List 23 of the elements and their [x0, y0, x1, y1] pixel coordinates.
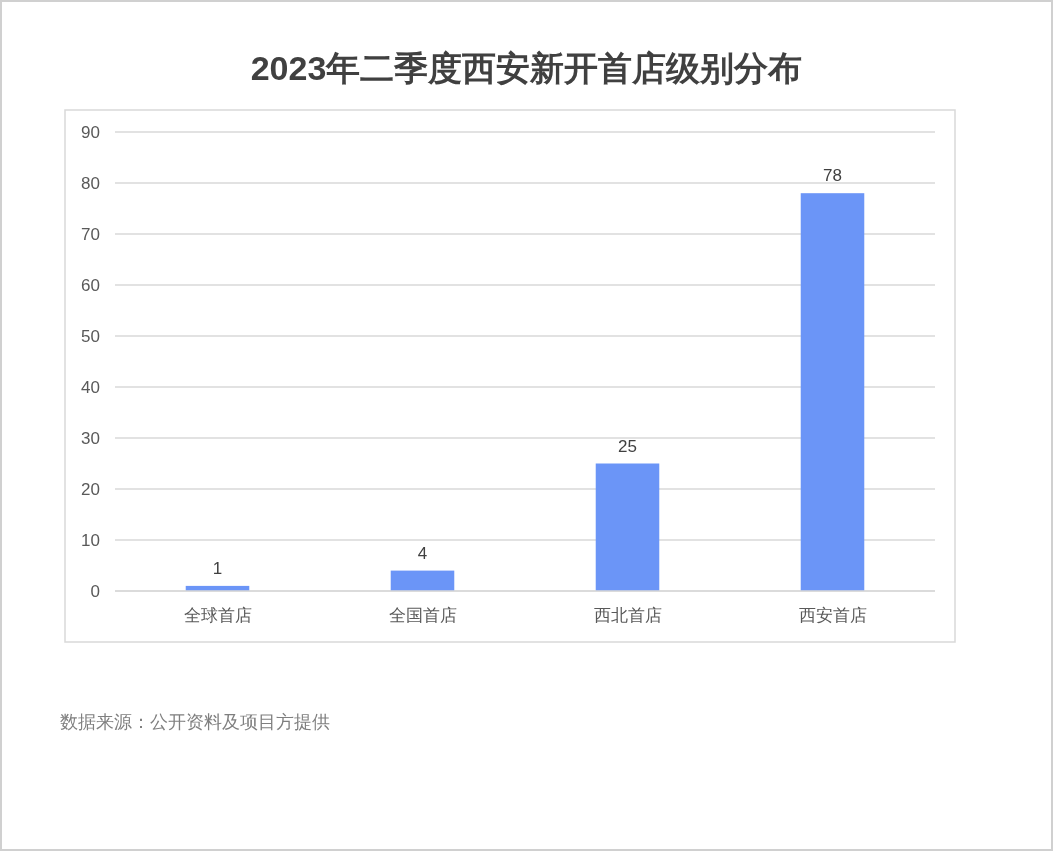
bar: [595, 463, 660, 591]
y-tick-label: 90: [81, 123, 100, 142]
x-tick-label: 全球首店: [183, 606, 252, 625]
bar: [390, 570, 455, 591]
data-label: 78: [823, 166, 842, 186]
y-tick-label: 40: [81, 378, 100, 397]
y-tick-label: 50: [81, 327, 100, 346]
data-label: 4: [417, 543, 428, 563]
y-tick-label: 70: [81, 225, 100, 244]
y-tick-label: 60: [81, 276, 100, 295]
y-tick-label: 80: [81, 174, 100, 193]
data-label: 25: [618, 436, 637, 456]
x-tick-label: 西安首店: [798, 606, 867, 625]
data-label: 1: [212, 558, 223, 578]
source-note: 数据来源：公开资料及项目方提供: [60, 712, 330, 732]
y-tick-label: 30: [81, 429, 100, 448]
y-tick-label: 20: [81, 480, 100, 499]
bar: [800, 193, 865, 591]
y-tick-label: 10: [81, 531, 100, 550]
chart-title: 2023年二季度西安新开首店级别分布: [250, 49, 803, 87]
x-tick-label: 西北首店: [593, 606, 662, 625]
x-tick-label: 全国首店: [388, 606, 457, 625]
y-tick-label: 0: [90, 582, 100, 601]
